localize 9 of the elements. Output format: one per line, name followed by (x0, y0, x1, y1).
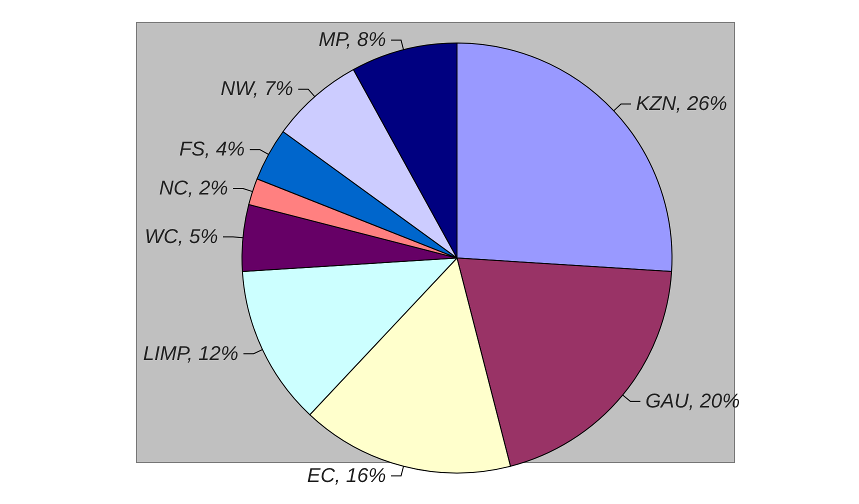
slice-label: LIMP, 12% (143, 342, 238, 365)
slice-label: WC, 5% (144, 226, 218, 248)
slice-label: NC, 2% (159, 177, 228, 200)
slice-label: EC, 16% (307, 464, 386, 487)
slice-label: KZN, 26% (636, 92, 728, 115)
slice-label: FS, 4% (179, 138, 245, 161)
slice-label: NW, 7% (220, 78, 294, 100)
slice-label: GAU, 20% (645, 390, 740, 412)
slice-label: MP, 8% (318, 29, 386, 52)
